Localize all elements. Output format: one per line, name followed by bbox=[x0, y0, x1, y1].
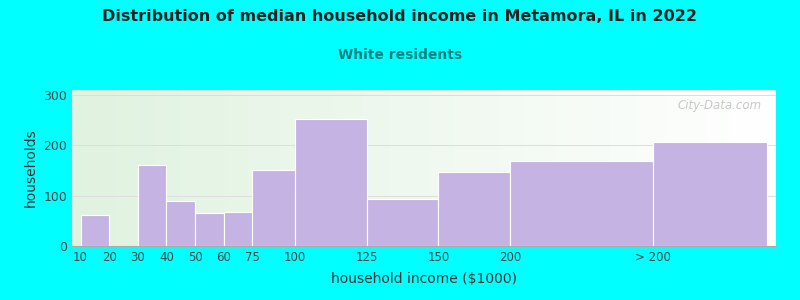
Text: White residents: White residents bbox=[338, 48, 462, 62]
X-axis label: household income ($1000): household income ($1000) bbox=[331, 272, 517, 286]
Bar bbox=[195, 213, 224, 246]
Bar bbox=[224, 212, 252, 246]
Bar bbox=[295, 119, 366, 246]
Bar bbox=[653, 142, 767, 246]
Bar bbox=[252, 169, 295, 246]
Bar bbox=[366, 199, 438, 246]
Y-axis label: households: households bbox=[24, 129, 38, 207]
Text: Distribution of median household income in Metamora, IL in 2022: Distribution of median household income … bbox=[102, 9, 698, 24]
Bar bbox=[138, 166, 166, 246]
Bar bbox=[438, 172, 510, 246]
Bar bbox=[510, 161, 653, 246]
Text: City-Data.com: City-Data.com bbox=[678, 99, 762, 112]
Bar bbox=[166, 201, 195, 246]
Bar bbox=[81, 215, 110, 246]
